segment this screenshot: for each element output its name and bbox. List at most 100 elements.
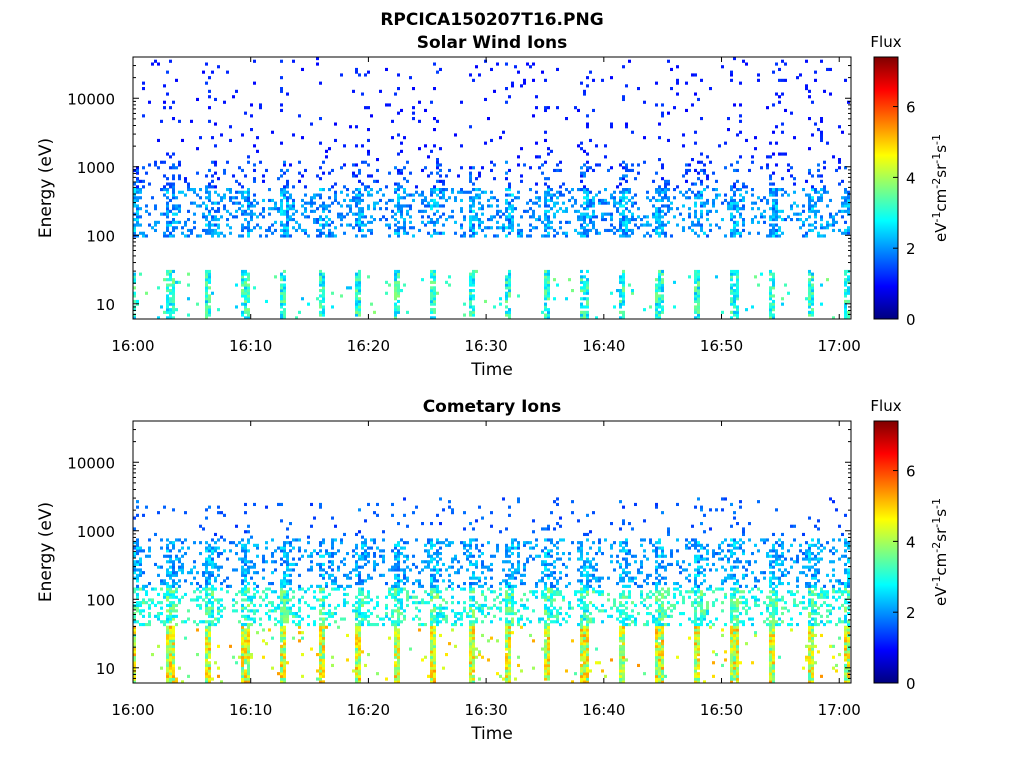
heatmap-cell: [619, 190, 622, 194]
heatmap-cell: [286, 168, 289, 173]
heatmap-cell: [358, 272, 361, 276]
heatmap-cell: [337, 587, 340, 591]
heatmap-cell: [445, 280, 448, 284]
heatmap-cell: [508, 609, 511, 613]
heatmap-cell: [292, 59, 295, 63]
heatmap-cell: [481, 565, 484, 569]
heatmap-cell: [433, 642, 436, 646]
heatmap-cell: [472, 297, 475, 301]
heatmap-cell: [313, 606, 316, 610]
heatmap-cell: [280, 579, 283, 583]
heatmap-cell: [136, 601, 139, 605]
heatmap-cell: [661, 188, 664, 192]
heatmap-cell: [247, 666, 250, 670]
heatmap-cell: [448, 283, 451, 287]
heatmap-cell: [280, 609, 283, 613]
heatmap-cell: [430, 677, 433, 681]
heatmap-cell: [817, 231, 820, 235]
heatmap-cell: [142, 166, 145, 170]
heatmap-cell: [508, 316, 511, 320]
heatmap-cell: [265, 541, 268, 545]
heatmap-cell: [172, 204, 175, 208]
heatmap-cell: [676, 65, 679, 69]
heatmap-cell: [283, 196, 286, 200]
heatmap-cell: [433, 625, 436, 629]
heatmap-cell: [508, 653, 511, 657]
heatmap-cell: [430, 269, 433, 274]
heatmap-cell: [412, 106, 415, 110]
heatmap-cell: [355, 663, 358, 668]
heatmap-cell: [469, 560, 472, 564]
heatmap-cell: [286, 215, 289, 219]
heatmap-cell: [253, 592, 256, 597]
heatmap-cell: [133, 631, 136, 635]
heatmap-cell: [517, 228, 520, 233]
heatmap-cell: [172, 565, 175, 569]
heatmap-cell: [319, 661, 322, 665]
heatmap-cell: [769, 308, 772, 312]
heatmap-cell: [148, 549, 151, 553]
heatmap-cell: [520, 179, 523, 183]
heatmap-cell: [436, 571, 439, 575]
heatmap-cell: [781, 218, 784, 222]
heatmap-cell: [577, 144, 580, 148]
heatmap-cell: [661, 310, 664, 314]
heatmap-cell: [595, 316, 598, 320]
heatmap-cell: [325, 584, 328, 588]
heatmap-cell: [829, 92, 832, 96]
heatmap-cell: [394, 639, 397, 643]
heatmap-cell: [151, 653, 154, 657]
heatmap-cell: [325, 571, 328, 575]
heatmap-cell: [208, 193, 211, 197]
heatmap-cell: [208, 269, 211, 274]
heatmap-cell: [394, 631, 397, 635]
heatmap-cell: [208, 636, 211, 640]
heatmap-cell: [169, 609, 172, 613]
heatmap-cell: [250, 576, 253, 580]
heatmap-cell: [403, 609, 406, 613]
heatmap-cell: [211, 223, 214, 227]
heatmap-cell: [271, 609, 274, 613]
heatmap-cell: [544, 294, 547, 298]
heatmap-cell: [445, 617, 448, 621]
heatmap-cell: [394, 166, 397, 170]
heatmap-cell: [352, 174, 355, 178]
heatmap-cell: [658, 209, 661, 213]
heatmap-cell: [730, 299, 733, 304]
heatmap-cell: [757, 78, 760, 82]
heatmap-cell: [244, 291, 247, 295]
heatmap-cell: [625, 122, 628, 126]
heatmap-cell: [844, 272, 847, 276]
heatmap-cell: [172, 631, 175, 635]
heatmap-cell: [661, 272, 664, 276]
heatmap-cell: [157, 286, 160, 290]
heatmap-cell: [505, 177, 508, 181]
heatmap-cell: [427, 674, 430, 678]
heatmap-cell: [244, 655, 247, 659]
heatmap-cell: [397, 633, 400, 638]
heatmap-cell: [472, 294, 475, 298]
heatmap-cell: [844, 310, 847, 314]
heatmap-cell: [139, 603, 142, 608]
heatmap-cell: [475, 606, 478, 610]
heatmap-cell: [805, 59, 808, 63]
heatmap-cell: [397, 133, 400, 137]
heatmap-cell: [436, 70, 439, 74]
heatmap-cell: [499, 530, 502, 534]
heatmap-cell: [286, 226, 289, 230]
heatmap-cell: [772, 207, 775, 211]
heatmap-cell: [136, 609, 139, 613]
heatmap-cell: [505, 554, 508, 558]
heatmap-cell: [400, 568, 403, 572]
heatmap-cell: [847, 275, 850, 279]
heatmap-cell: [466, 612, 469, 616]
heatmap-cell: [271, 552, 274, 556]
heatmap-cell: [241, 655, 244, 659]
heatmap-cell: [631, 228, 634, 233]
heatmap-cell: [355, 623, 358, 627]
heatmap-cell: [163, 579, 166, 583]
heatmap-cell: [301, 636, 304, 640]
heatmap-cell: [655, 188, 658, 192]
heatmap-cell: [502, 223, 505, 227]
heatmap-cell: [340, 617, 343, 621]
